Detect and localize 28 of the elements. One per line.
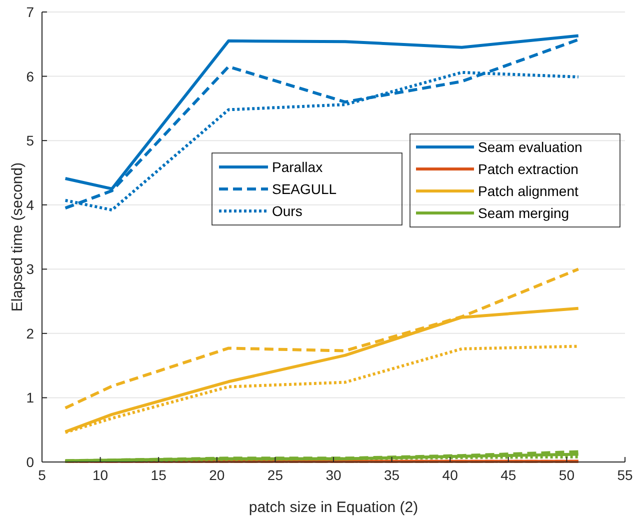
y-tick-label: 4 xyxy=(26,196,34,213)
x-tick-label: 25 xyxy=(267,467,284,483)
legend-label: Patch extraction xyxy=(478,161,578,177)
y-tick-label: 0 xyxy=(26,454,34,470)
x-tick-label: 35 xyxy=(384,467,400,483)
x-tick-label: 40 xyxy=(442,467,458,483)
y-tick-label: 6 xyxy=(26,68,34,84)
legend-label: SEAGULL xyxy=(272,181,337,197)
x-tick-label: 5 xyxy=(38,467,46,483)
x-tick-label: 15 xyxy=(150,467,167,483)
legend-label: Ours xyxy=(272,203,302,219)
y-tick-label: 7 xyxy=(26,4,34,20)
legend-label: Seam evaluation xyxy=(478,139,582,155)
legend-label: Patch alignment xyxy=(478,183,579,199)
x-tick-label: 10 xyxy=(92,467,108,483)
annotation: Parallax xyxy=(272,159,323,175)
y-tick-label: 1 xyxy=(26,390,34,406)
y-tick-label: 2 xyxy=(26,325,34,342)
y-tick-label: 5 xyxy=(26,132,34,149)
x-tick-label: 20 xyxy=(209,467,225,483)
y-tick-label: 3 xyxy=(26,261,34,278)
legend-label: Seam merging xyxy=(478,205,570,221)
x-tick-label: 50 xyxy=(558,467,575,483)
x-tick-label: 45 xyxy=(500,467,516,483)
x-tick-label: 55 xyxy=(617,467,633,483)
x-axis-title: patch size in Equation (2) xyxy=(248,499,418,516)
y-axis-title: Elapsed time (second) xyxy=(9,162,26,312)
x-tick-label: 30 xyxy=(326,467,342,483)
